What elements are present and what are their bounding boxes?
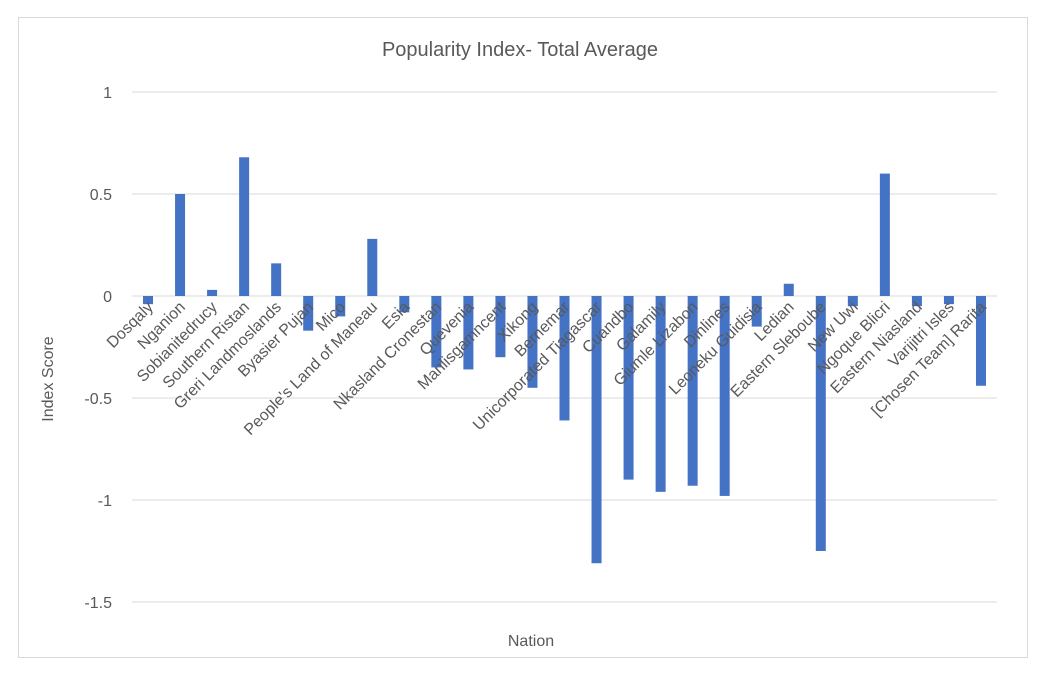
bar bbox=[143, 296, 154, 305]
bar bbox=[495, 296, 506, 358]
bar bbox=[431, 296, 442, 368]
bar bbox=[207, 289, 218, 296]
bar bbox=[655, 296, 666, 492]
y-tick-label: -1 bbox=[98, 493, 112, 510]
chart-frame: Popularity Index- Total Average 1 0.5 0 -0.… bbox=[18, 17, 1028, 658]
bar bbox=[175, 194, 186, 296]
y-tick-label: -1.5 bbox=[84, 595, 112, 612]
bar bbox=[815, 296, 826, 551]
bar bbox=[527, 296, 538, 388]
y-axis-ticks: 1 0.5 0 -0.5 -1 -1.5 bbox=[84, 85, 112, 612]
bar bbox=[303, 296, 314, 331]
bar bbox=[559, 296, 570, 421]
bar bbox=[847, 296, 858, 307]
bar bbox=[943, 296, 954, 305]
y-tick-label: 0.5 bbox=[90, 187, 112, 204]
bar bbox=[271, 263, 282, 296]
bars bbox=[143, 157, 986, 564]
bar bbox=[751, 296, 762, 327]
bar bbox=[975, 296, 986, 386]
bar bbox=[783, 283, 794, 296]
bar bbox=[239, 157, 250, 296]
bar bbox=[911, 296, 922, 307]
bar bbox=[335, 296, 346, 317]
y-axis-label: Index Score bbox=[40, 336, 57, 421]
bar bbox=[399, 296, 410, 313]
chart-title: Popularity Index- Total Average bbox=[382, 39, 658, 61]
bar bbox=[687, 296, 698, 486]
bar bbox=[367, 238, 378, 296]
bar-chart: Popularity Index- Total Average 1 0.5 0 -0.… bbox=[40, 39, 997, 650]
bar bbox=[463, 296, 474, 370]
x-axis-label: Nation bbox=[508, 633, 554, 650]
bar bbox=[719, 296, 730, 496]
y-tick-label: 1 bbox=[103, 85, 112, 102]
bar bbox=[623, 296, 634, 480]
y-tick-label: -0.5 bbox=[84, 391, 112, 408]
bar bbox=[591, 296, 602, 564]
y-tick-label: 0 bbox=[103, 289, 112, 306]
bar bbox=[879, 173, 890, 296]
